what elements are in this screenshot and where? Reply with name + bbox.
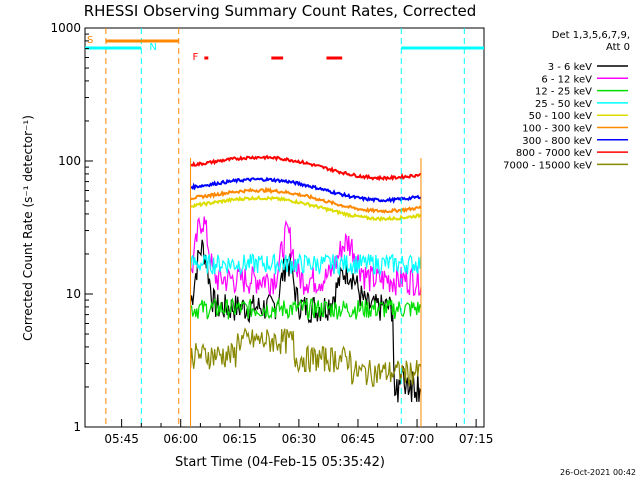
x-tick-label: 05:45 <box>104 432 139 446</box>
legend-label: 3 - 6 keV <box>548 62 592 73</box>
legend-label: 50 - 100 keV <box>529 111 593 122</box>
legend-header-line-2: Att 0 <box>606 42 630 53</box>
x-tick-label: 07:15 <box>459 432 494 446</box>
x-axis: 05:45 06:00 06:15 06:30 06:45 07:00 07:15 <box>104 419 493 446</box>
legend-label: 7000 - 15000 keV <box>503 160 592 171</box>
footer-timestamp: 26-Oct-2021 00:42 <box>560 468 636 477</box>
y-axis: 1 10 100 1000 <box>50 21 93 434</box>
plot-area <box>84 27 485 428</box>
x-tick-label: 06:30 <box>282 432 317 446</box>
legend-label: 100 - 300 keV <box>522 124 592 135</box>
series-line <box>190 176 422 204</box>
series-line <box>190 194 422 222</box>
legend-label: 300 - 800 keV <box>522 136 592 147</box>
y-tick-label: 10 <box>66 287 81 301</box>
night-label: N <box>149 42 156 53</box>
legend-label: 800 - 7000 keV <box>516 148 592 159</box>
legend-label: 6 - 12 keV <box>541 74 592 85</box>
series-line <box>190 253 422 277</box>
series-line <box>190 297 422 320</box>
sun-label: S <box>87 35 93 46</box>
x-tick-label: 06:00 <box>163 432 198 446</box>
series-line <box>189 154 422 182</box>
x-tick-label: 07:00 <box>400 432 435 446</box>
chart-title: RHESSI Observing Summary Count Rates, Co… <box>84 2 477 20</box>
series-line <box>190 327 422 388</box>
legend-label: 25 - 50 keV <box>535 99 592 110</box>
series-layer <box>189 154 422 403</box>
legend-header-line-1: Det 1,3,5,6,7,9, <box>552 30 630 41</box>
x-tick-label: 06:45 <box>341 432 376 446</box>
x-axis-label: Start Time (04-Feb-15 05:35:42) <box>175 455 385 470</box>
marker-layer: S N F <box>85 28 484 427</box>
x-tick-label: 06:15 <box>222 432 257 446</box>
legend-label: 12 - 25 keV <box>535 87 592 98</box>
y-tick-label: 1 <box>73 420 81 434</box>
y-axis-label: Corrected Count Rate (s⁻¹ detector⁻¹) <box>21 115 35 341</box>
series-line <box>190 216 422 297</box>
flare-label: F <box>193 52 199 63</box>
y-tick-label: 100 <box>58 154 81 168</box>
series-line <box>190 186 422 214</box>
y-tick-label: 1000 <box>50 21 81 35</box>
plot-frame <box>84 27 485 428</box>
